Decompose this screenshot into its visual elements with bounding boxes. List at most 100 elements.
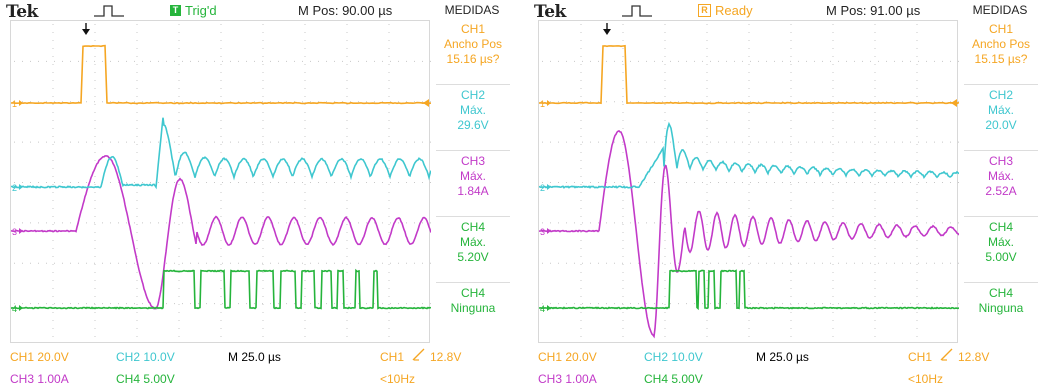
measurement-line: Máx.: [432, 169, 514, 184]
measurement-line: Máx.: [960, 235, 1042, 250]
channel-marker-arrow-icon: [19, 100, 23, 106]
channel-marker-arrow-icon: [547, 184, 551, 190]
measurement-line: CH1: [432, 22, 514, 37]
acquisition-status: T Trig'd: [170, 3, 217, 18]
measurement-line: 15.16 µs?: [432, 52, 514, 67]
measurement-line: Máx.: [960, 103, 1042, 118]
brand-logo: Tek: [6, 2, 38, 22]
channel-marker-3: 3: [12, 227, 17, 237]
trigger-frequency: <10Hz: [380, 372, 415, 386]
measurement-2[interactable]: CH2 Máx. 20.0V: [960, 88, 1042, 133]
channel-marker-3: 3: [540, 227, 545, 237]
trigger-channel: CH1: [908, 350, 932, 364]
menu-title[interactable]: MEDIDAS: [432, 3, 512, 17]
measurement-line: 5.00V: [960, 250, 1042, 265]
channel-marker-arrow-icon: [547, 100, 551, 106]
pulse-trigger-icon: [620, 4, 654, 21]
trigger-frequency: <10Hz: [908, 372, 943, 386]
topbar: Tek T Trig'd M Pos: 90.00 µs MEDIDAS: [0, 0, 515, 22]
ch1-scale: CH1 20.0V: [10, 350, 69, 364]
brand-logo: Tek: [534, 2, 566, 22]
measurement-line: 1.84A: [432, 184, 514, 199]
measurement-panel: CH1 Ancho Pos 15.15 µs? CH2 Máx. 20.0V CH3 Máx.…: [960, 20, 1042, 343]
measurement-1[interactable]: CH1 Ancho Pos 15.16 µs?: [432, 22, 514, 67]
measurement-line: Ancho Pos: [432, 37, 514, 52]
measurement-line: CH4: [960, 286, 1042, 301]
ch4-trace: [11, 271, 431, 309]
rising-edge-icon: [412, 348, 426, 365]
ch2-scale: CH2 10.0V: [644, 350, 703, 364]
trigger-level: 12.8V: [430, 350, 461, 364]
ch1-trace: [11, 46, 431, 104]
measurement-5[interactable]: CH4 Ninguna: [432, 286, 514, 316]
trigger-level: 12.8V: [958, 350, 989, 364]
measurement-2[interactable]: CH2 Máx. 29.6V: [432, 88, 514, 133]
measurement-panel: CH1 Ancho Pos 15.16 µs? CH2 Máx. 29.6V CH3 Máx.…: [432, 20, 514, 343]
status-text: Ready: [715, 3, 753, 18]
measurement-line: CH1: [960, 22, 1042, 37]
measurement-3[interactable]: CH3 Máx. 1.84A: [432, 154, 514, 199]
scope-right: Tek R Ready M Pos: 91.00 µs MEDIDAS 1 2 3 4…: [528, 0, 1043, 392]
ch4-trace: [539, 271, 959, 309]
channel-marker-1: 1: [12, 99, 17, 109]
status-bar: CH1 20.0V CH2 10.0V M 25.0 µs CH1 12.8V …: [0, 346, 515, 392]
measurement-line: Máx.: [432, 103, 514, 118]
channel-marker-4: 4: [540, 304, 545, 314]
channel-marker-arrow-icon: [547, 228, 551, 234]
scope-left: Tek T Trig'd M Pos: 90.00 µs MEDIDAS 1 2 3…: [0, 0, 515, 392]
channel-marker-2: 2: [12, 183, 17, 193]
measurement-line: CH3: [960, 154, 1042, 169]
topbar: Tek R Ready M Pos: 91.00 µs MEDIDAS: [528, 0, 1043, 22]
timebase: M 25.0 µs: [756, 350, 809, 364]
measurement-3[interactable]: CH3 Máx. 2.52A: [960, 154, 1042, 199]
measurement-line: Máx.: [432, 235, 514, 250]
measurement-4[interactable]: CH4 Máx. 5.20V: [432, 220, 514, 265]
measurement-line: CH4: [432, 286, 514, 301]
channel-marker-4: 4: [12, 304, 17, 314]
measurement-line: 29.6V: [432, 118, 514, 133]
measurement-line: 5.20V: [432, 250, 514, 265]
menu-title[interactable]: MEDIDAS: [960, 3, 1040, 17]
ch4-scale: CH4 5.00V: [644, 372, 703, 386]
acquisition-status: R Ready: [698, 3, 753, 18]
waveform-display: 1 2 3 4: [10, 20, 430, 343]
measurement-line: CH4: [432, 220, 514, 235]
horizontal-position: M Pos: 90.00 µs: [298, 3, 392, 18]
channel-marker-arrow-icon: [19, 184, 23, 190]
ch2-scale: CH2 10.0V: [116, 350, 175, 364]
ready-status-icon: R: [698, 4, 711, 17]
channel-marker-arrow-icon: [19, 305, 23, 311]
channel-marker-arrow-icon: [19, 228, 23, 234]
measurement-1[interactable]: CH1 Ancho Pos 15.15 µs?: [960, 22, 1042, 67]
ch3-trace: [539, 131, 959, 337]
measurement-5[interactable]: CH4 Ninguna: [960, 286, 1042, 316]
measurement-line: Ninguna: [432, 301, 514, 316]
rising-edge-icon: [940, 348, 954, 365]
measurement-line: CH3: [432, 154, 514, 169]
waveform-svg: 1 2 3 4: [539, 21, 959, 344]
channel-marker-arrow-icon: [547, 305, 551, 311]
measurement-line: CH2: [432, 88, 514, 103]
waveform-display: 1 2 3 4: [538, 20, 958, 343]
measurement-line: CH2: [960, 88, 1042, 103]
ch2-trace: [539, 124, 959, 188]
channel-marker-1: 1: [540, 99, 545, 109]
measurement-line: Ancho Pos: [960, 37, 1042, 52]
ch1-scale: CH1 20.0V: [538, 350, 597, 364]
channel-marker-2: 2: [540, 183, 545, 193]
waveform-svg: 1 2 3 4: [11, 21, 431, 344]
status-bar: CH1 20.0V CH2 10.0V M 25.0 µs CH1 12.8V …: [528, 346, 1043, 392]
measurement-4[interactable]: CH4 Máx. 5.00V: [960, 220, 1042, 265]
ch4-scale: CH4 5.00V: [116, 372, 175, 386]
measurement-line: CH4: [960, 220, 1042, 235]
horizontal-position: M Pos: 91.00 µs: [826, 3, 920, 18]
status-text: Trig'd: [185, 3, 217, 18]
ch1-trace: [539, 46, 959, 104]
pulse-trigger-icon: [92, 4, 126, 21]
trigger-channel: CH1: [380, 350, 404, 364]
timebase: M 25.0 µs: [228, 350, 281, 364]
measurement-line: 2.52A: [960, 184, 1042, 199]
measurement-line: Ninguna: [960, 301, 1042, 316]
ch3-scale: CH3 1.00A: [538, 372, 597, 386]
measurement-line: 15.15 µs?: [960, 52, 1042, 67]
